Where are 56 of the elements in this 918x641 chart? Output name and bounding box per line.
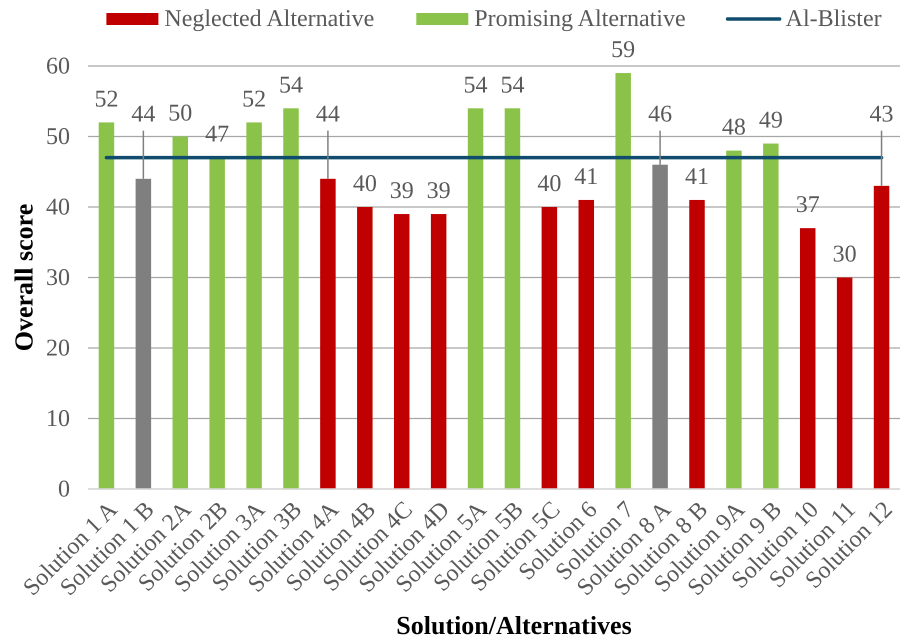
data-label: 40 — [352, 171, 377, 197]
y-tick-label: 30 — [46, 265, 70, 292]
data-label: 54 — [500, 72, 524, 98]
data-label: 39 — [390, 178, 414, 204]
bar — [615, 73, 631, 489]
bar — [320, 178, 336, 489]
data-label: 48 — [722, 114, 746, 141]
bar — [430, 214, 446, 489]
x-axis-title: Solution/Alternatives — [396, 611, 632, 640]
data-label: 37 — [796, 192, 820, 218]
y-tick-label: 20 — [46, 336, 70, 362]
bar — [136, 178, 152, 489]
bar — [836, 278, 852, 489]
bar — [504, 108, 520, 489]
data-label: 59 — [611, 37, 636, 64]
data-label: 30 — [832, 242, 857, 268]
y-tick-label: 60 — [46, 54, 70, 80]
bar — [763, 144, 779, 489]
data-label: 47 — [205, 122, 230, 148]
data-label: 43 — [870, 102, 894, 128]
bar — [652, 164, 668, 489]
data-label: 54 — [464, 72, 488, 98]
legend-label: Neglected Alternative — [164, 6, 374, 32]
legend-label: Al-Blister — [786, 6, 882, 32]
legend-label: Promising Alternative — [474, 6, 686, 32]
bar — [578, 200, 594, 489]
bar — [283, 108, 299, 489]
bar — [357, 207, 373, 489]
bar — [874, 186, 890, 489]
bar — [726, 150, 742, 489]
data-label: 52 — [94, 86, 118, 112]
data-label: 41 — [574, 164, 598, 190]
data-label: 41 — [685, 164, 709, 190]
bar — [172, 136, 188, 489]
bar — [209, 158, 225, 489]
bar — [542, 207, 558, 489]
data-label: 54 — [279, 72, 303, 98]
y-tick-label: 40 — [46, 194, 70, 221]
y-tick-label: 10 — [46, 406, 70, 432]
data-label: 44 — [131, 102, 156, 128]
y-tick-label: 0 — [58, 476, 70, 503]
bar — [394, 214, 410, 489]
data-label: 46 — [648, 102, 672, 128]
data-label: 44 — [316, 102, 340, 128]
data-label: 49 — [758, 108, 783, 134]
data-label: 50 — [168, 100, 192, 126]
bar — [800, 228, 816, 489]
bar — [98, 122, 114, 489]
data-label: 52 — [242, 86, 266, 112]
bar — [246, 122, 262, 489]
y-axis-title: Overall score — [10, 204, 38, 352]
data-label: 39 — [426, 178, 451, 204]
bar — [468, 108, 484, 489]
data-label: 40 — [537, 171, 562, 197]
bar — [689, 200, 705, 489]
y-tick-label: 50 — [46, 124, 70, 150]
